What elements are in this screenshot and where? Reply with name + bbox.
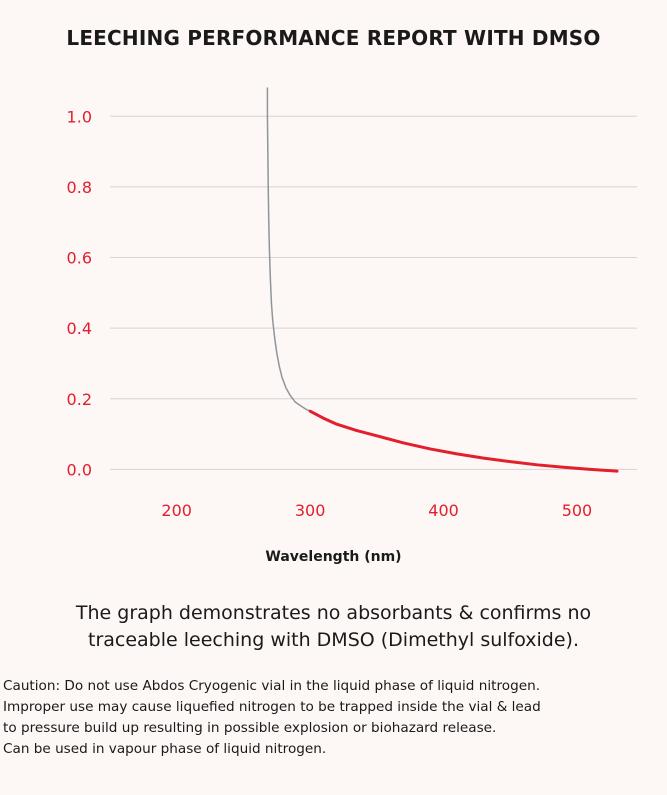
caution-line: Caution: Do not use Abdos Cryogenic vial… (3, 678, 541, 694)
series-lines (266, 87, 619, 473)
caution-line: Improper use may cause liquefied nitroge… (3, 699, 541, 715)
x-axis-ticks: 200 300 400 500 (161, 501, 592, 520)
x-axis-label: Wavelength (nm) (265, 549, 402, 565)
series-line (308, 409, 619, 473)
x-tick-label: 400 (428, 501, 459, 520)
x-tick-label: 200 (161, 501, 192, 520)
y-tick-label: 0.4 (67, 319, 92, 338)
chart-title: LEECHING PERFORMANCE REPORT WITH DMSO (66, 26, 601, 50)
summary-line: traceable leeching with DMSO (Dimethyl s… (88, 629, 579, 651)
y-tick-label: 0.0 (67, 460, 92, 479)
y-tick-label: 0.8 (67, 178, 92, 197)
y-tick-label: 0.6 (67, 249, 92, 268)
y-tick-label: 1.0 (67, 107, 92, 126)
summary-text: The graph demonstrates no absorbants & c… (0, 600, 667, 654)
caution-line: to pressure build up resulting in possib… (3, 720, 497, 736)
x-tick-label: 300 (295, 501, 326, 520)
series-line (266, 87, 311, 412)
line-chart: 0.0 0.2 0.4 0.6 0.8 1.0 200 300 400 500 (67, 87, 637, 520)
y-axis-ticks: 0.0 0.2 0.4 0.6 0.8 1.0 (67, 107, 92, 479)
y-tick-label: 0.2 (67, 390, 92, 409)
caution-line: Can be used in vapour phase of liquid ni… (3, 741, 327, 757)
caution-note: Caution: Do not use Abdos Cryogenic vial… (3, 676, 665, 760)
grid-lines (110, 115, 637, 470)
summary-line: The graph demonstrates no absorbants & c… (75, 602, 592, 624)
x-tick-label: 500 (562, 501, 593, 520)
